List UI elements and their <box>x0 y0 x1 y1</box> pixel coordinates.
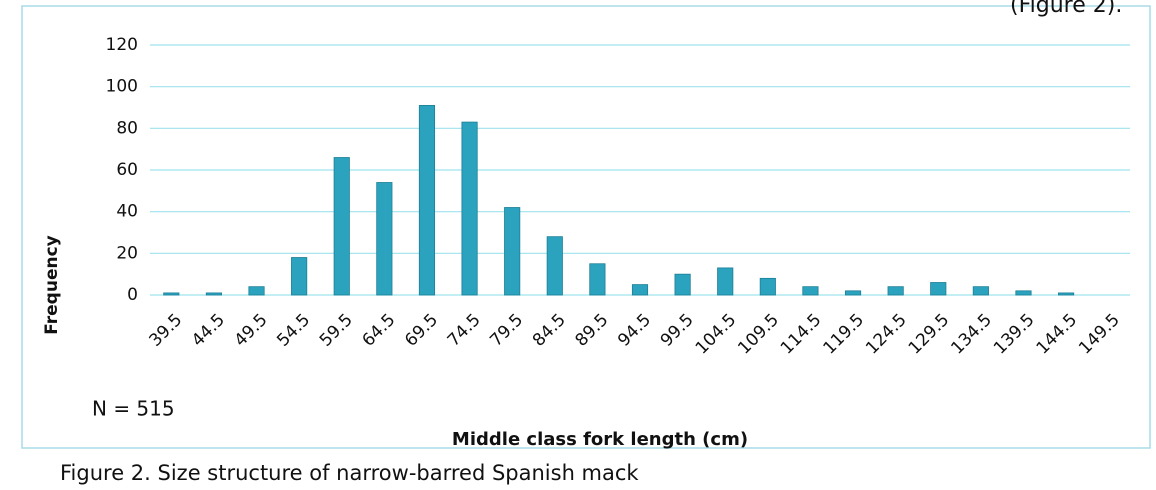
x-tick-label: 139.5 <box>990 310 1039 359</box>
caption: Figure 2. Size structure of narrow-barre… <box>60 461 639 485</box>
bar <box>972 286 989 296</box>
bar <box>504 207 521 296</box>
x-tick-label: 89.5 <box>572 310 613 351</box>
y-tick-label: 0 <box>127 285 138 305</box>
y-tick-label: 20 <box>116 243 138 263</box>
bar <box>759 277 776 296</box>
x-tick-label: 74.5 <box>444 310 485 351</box>
x-tick-label: 79.5 <box>486 310 527 351</box>
x-tick-label: 119.5 <box>820 310 869 359</box>
x-tick-label: 109.5 <box>734 310 783 359</box>
x-tick-label: 129.5 <box>905 310 954 359</box>
x-tick-label: 44.5 <box>188 310 229 351</box>
bar <box>589 263 606 296</box>
bar <box>461 121 478 296</box>
x-tick-label: 64.5 <box>359 310 400 351</box>
bar <box>205 292 222 296</box>
x-tick-label: 94.5 <box>614 310 655 351</box>
bar <box>546 236 563 296</box>
x-tick-label: 59.5 <box>316 310 357 351</box>
y-axis-label: Frequency <box>42 235 62 335</box>
x-tick-label: 124.5 <box>862 310 911 359</box>
bar <box>1058 292 1075 296</box>
bar <box>887 286 904 296</box>
bar <box>163 292 180 296</box>
x-tick-label: 104.5 <box>692 310 741 359</box>
x-tick-label: 49.5 <box>231 310 272 351</box>
y-tick-label: 120 <box>106 35 138 55</box>
bar <box>930 282 947 296</box>
y-tick-label: 60 <box>116 160 138 180</box>
bar <box>418 105 436 296</box>
bar <box>802 286 819 296</box>
y-tick-label: 40 <box>116 202 138 222</box>
chart-frame <box>21 5 1151 449</box>
bar <box>248 286 265 296</box>
bar <box>291 257 308 296</box>
x-tick-label: 39.5 <box>145 310 186 351</box>
x-tick-label: 114.5 <box>777 310 826 359</box>
x-tick-label: 69.5 <box>401 310 442 351</box>
bar <box>844 290 862 296</box>
bar <box>333 157 350 296</box>
bar <box>376 182 393 296</box>
x-tick-label: 54.5 <box>273 310 314 351</box>
bar <box>1015 290 1032 296</box>
y-tick-label: 80 <box>116 118 138 138</box>
bar <box>674 273 691 296</box>
bar <box>717 267 734 296</box>
x-tick-label: 84.5 <box>529 310 570 351</box>
x-tick-label: 149.5 <box>1075 310 1124 359</box>
bar <box>631 284 649 296</box>
x-axis-label: Middle class fork length (cm) <box>452 429 748 450</box>
header-note: (Figure 2). <box>1010 0 1122 18</box>
x-tick-label: 144.5 <box>1033 310 1082 359</box>
y-tick-label: 100 <box>106 77 138 97</box>
annotation: N = 515 <box>92 397 175 421</box>
x-tick-label: 134.5 <box>947 310 996 359</box>
